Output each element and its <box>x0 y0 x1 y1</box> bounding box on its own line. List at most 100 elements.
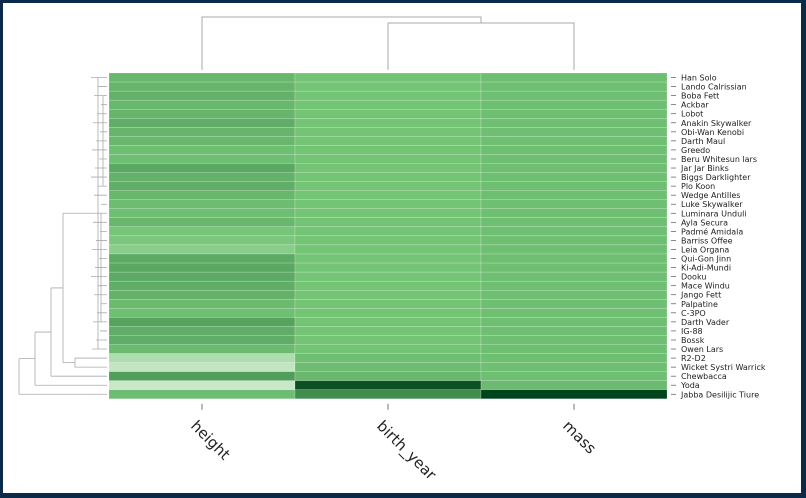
row-label: Owen Lars <box>681 345 723 354</box>
heatmap-cell <box>480 136 668 146</box>
heatmap-cell <box>108 145 296 155</box>
row-label: Lobot <box>681 110 703 119</box>
heatmap-cell <box>294 253 482 264</box>
heatmap-cell <box>294 344 482 354</box>
heatmap-cell <box>480 280 668 291</box>
heatmap-cell <box>480 244 668 255</box>
heatmap-cell <box>294 226 482 237</box>
heatmap-cell <box>480 235 668 246</box>
heatmap-cell <box>294 271 482 282</box>
row-label: IG-88 <box>681 327 703 336</box>
row-label: Luminara Unduli <box>681 209 747 218</box>
column-label: birth_year <box>372 417 440 485</box>
row-label: Ki-Adi-Mundi <box>681 264 731 273</box>
heatmap-cell <box>480 380 668 390</box>
heatmap-cell <box>294 154 482 164</box>
heatmap-cell <box>294 208 482 218</box>
row-label: C-3PO <box>681 309 706 318</box>
heatmap-cell <box>294 199 482 209</box>
heatmap-cell <box>480 217 668 228</box>
heatmap-cell <box>480 81 668 92</box>
heatmap-cell <box>294 262 482 273</box>
heatmap-cell <box>480 99 668 110</box>
heatmap-cell <box>480 344 668 354</box>
heatmap-cell <box>294 317 482 327</box>
heatmap-cell <box>294 353 482 363</box>
heatmap-cell <box>480 299 668 309</box>
row-label: Jabba Desilijic Tiure <box>680 390 759 399</box>
heatmap-cell <box>480 118 668 128</box>
heatmap-cell <box>480 208 668 218</box>
heatmap-cell <box>294 81 482 92</box>
heatmap-cell <box>480 127 668 137</box>
heatmap-cell <box>294 145 482 155</box>
column-label: height <box>187 417 234 464</box>
heatmap-cell <box>108 181 296 191</box>
heatmap-cell <box>294 280 482 291</box>
heatmap-cell <box>294 362 482 372</box>
heatmap-cell <box>480 308 668 318</box>
row-label: Ayla Secura <box>681 218 728 227</box>
row-label: Leia Organa <box>681 245 729 254</box>
row-label: Barriss Offee <box>681 236 733 245</box>
heatmap-cell <box>108 199 296 209</box>
heatmap-cell <box>108 118 296 128</box>
heatmap-cell <box>294 99 482 110</box>
heatmap-cell <box>294 308 482 318</box>
heatmap-cell <box>294 190 482 200</box>
heatmap-cell <box>108 154 296 164</box>
row-label: Lando Calrissian <box>681 83 747 92</box>
heatmap-cell <box>108 380 296 390</box>
heatmap-cell <box>108 208 296 218</box>
heatmap-cell <box>294 290 482 300</box>
row-label: Han Solo <box>681 74 717 83</box>
row-label: Palpatine <box>681 300 718 309</box>
heatmap-cell <box>108 136 296 146</box>
heatmap-cell <box>108 290 296 300</box>
heatmap-cell <box>294 380 482 390</box>
heatmap-cell <box>108 389 296 399</box>
row-label: Luke Skywalker <box>681 200 743 209</box>
heatmap-cell <box>108 190 296 200</box>
heatmap-cell <box>480 154 668 164</box>
heatmap-cell <box>480 72 668 83</box>
heatmap-cell <box>108 109 296 119</box>
heatmap-cell <box>480 262 668 273</box>
row-label: Ackbar <box>681 101 709 110</box>
heatmap-cell <box>294 172 482 182</box>
heatmap-cell <box>108 90 296 101</box>
heatmap-cell <box>480 181 668 191</box>
heatmap-cell <box>480 163 668 173</box>
row-label: Boba Fett <box>681 92 719 101</box>
row-label: Beru Whitesun lars <box>681 155 757 164</box>
heatmap-cell <box>294 335 482 345</box>
heatmap-cell <box>480 335 668 345</box>
heatmap-cell <box>108 163 296 173</box>
row-dendrogram <box>18 77 107 395</box>
heatmap-cell <box>294 136 482 146</box>
heatmap-cell <box>480 326 668 336</box>
row-label: Mace Windu <box>681 282 730 291</box>
row-label: Biggs Darklighter <box>681 173 751 182</box>
heatmap-cell <box>480 190 668 200</box>
row-label: Padmé Amidala <box>681 226 743 236</box>
heatmap-cell <box>294 127 482 137</box>
row-label: Jango Fett <box>680 291 721 300</box>
heatmap-cell <box>294 389 482 399</box>
row-label: Obi-Wan Kenobi <box>681 128 744 137</box>
heatmap-cell <box>108 317 296 327</box>
heatmap-cell <box>480 172 668 182</box>
row-label: Dooku <box>681 273 706 282</box>
row-label: Wicket Systri Warrick <box>681 363 766 372</box>
heatmap-cell <box>108 235 296 246</box>
heatmap-cell <box>480 271 668 282</box>
row-label: Yoda <box>680 381 700 390</box>
heatmap-cell <box>294 90 482 101</box>
row-label: Jar Jar Binks <box>680 164 729 173</box>
row-label: Qui-Gon Jinn <box>681 255 731 264</box>
row-label: Anakin Skywalker <box>681 119 752 128</box>
heatmap-cell <box>480 371 668 381</box>
heatmap-cell <box>480 253 668 264</box>
